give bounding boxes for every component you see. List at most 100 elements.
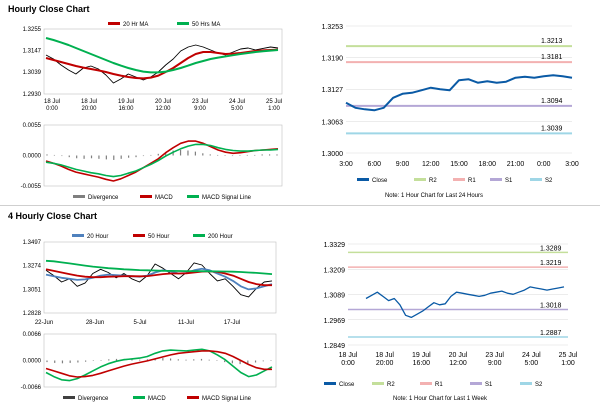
hourly-pivot-xtick: 6:00 — [367, 161, 381, 168]
four-hourly-macd-divergence-bar — [216, 360, 218, 361]
hourly-ma-series-line — [45, 48, 279, 80]
hourly-ma-ytick: 1.3039 — [23, 70, 42, 76]
four-hourly-macd-legend-divergence-label: Divergence — [78, 396, 109, 402]
hourly-macd-divergence-bar — [142, 155, 145, 157]
four-hourly-ma-legend-20-label: 20 Hour — [87, 234, 108, 240]
hourly-pivot-level-label: 1.3213 — [541, 38, 563, 45]
four-hourly-macd-series-line — [45, 348, 273, 382]
four-hourly-macd-legend-macd-swatch — [133, 396, 145, 399]
four-hourly-pivot-legend-s1-swatch — [470, 382, 482, 385]
four-hourly-macd-divergence-bar — [162, 358, 164, 361]
hourly-pivot-legend-r2-swatch — [414, 178, 426, 181]
hourly-ma-ytick: 1.3147 — [23, 49, 42, 55]
four-hourly-pivot-xtick: 1:00 — [561, 360, 575, 367]
hourly-pivot-level-label: 1.3094 — [541, 98, 563, 105]
hourly-macd-divergence-bar — [76, 155, 78, 159]
hourly-ma-series-line — [45, 37, 279, 74]
hourly-pivot-ytick: 1.3127 — [322, 87, 344, 94]
hourly-pivot-level-label: 1.3181 — [541, 54, 563, 61]
four-hourly-ma-ytick: 1.2828 — [23, 311, 42, 317]
four-hourly-pivot-level-label: 1.2887 — [540, 330, 562, 337]
four-hourly-pivot-level-label: 1.3289 — [540, 245, 562, 252]
four-hourly-macd-legend-macd-label: MACD — [148, 396, 166, 402]
four-hourly-ma-xtick: 28-Jun — [86, 320, 104, 326]
hourly-pivot-xtick: 21:00 — [507, 161, 525, 168]
hourly-ma-frame — [43, 28, 283, 95]
hourly-pivot-xtick: 9:00 — [396, 161, 410, 168]
four-hourly-ma-legend-20-swatch — [72, 234, 84, 237]
four-hourly-pivot-ytick: 1.2849 — [324, 343, 346, 350]
hourly-macd-divergence-bar — [150, 154, 152, 156]
hourly-macd-divergence-bar — [98, 155, 100, 159]
hourly-pivot-xtick: 3:00 — [565, 161, 579, 168]
hourly-macd-divergence-bar — [53, 154, 56, 156]
four-hourly-macd-legend-divergence-swatch — [63, 396, 75, 399]
four-hourly-macd-divergence-bar — [177, 359, 179, 361]
four-hourly-ma-frame — [43, 241, 277, 314]
four-hourly-macd-divergence-bar — [146, 359, 149, 361]
four-hourly-macd-divergence-bar — [224, 360, 226, 363]
four-hourly-macd-divergence-bar — [254, 360, 257, 363]
hourly-macd-ytick: -0.0055 — [21, 184, 42, 190]
four-hourly-pivot-legend-r1-label: R1 — [435, 382, 443, 388]
four-hourly-pivot-ytick: 1.2969 — [324, 318, 346, 325]
section-divider — [0, 205, 600, 206]
four-hourly-pivot-note: Note: 1 Hour Chart for Last 1 Week — [393, 396, 488, 402]
hourly-macd-divergence-bar — [179, 149, 182, 156]
hourly-pivot-ytick: 1.3253 — [322, 24, 344, 31]
four-hourly-section-title: 4 Hourly Close Chart — [8, 211, 98, 221]
hourly-macd-divergence-bar — [165, 152, 167, 156]
hourly-pivot-ytick: 1.3063 — [322, 119, 344, 126]
four-hourly-pivot-legend-close-swatch — [324, 382, 336, 385]
four-hourly-macd-divergence-bar — [239, 360, 241, 365]
hourly-ma-xtick: 9:00 — [194, 106, 206, 112]
four-hourly-macd-divergence-bar — [92, 360, 94, 361]
hourly-macd-divergence-bar — [231, 155, 234, 157]
four-hourly-pivot-level-label: 1.3219 — [540, 260, 562, 267]
four-hourly-ma-legend-50-label: 50 Hour — [148, 234, 169, 240]
four-hourly-macd-divergence-bar — [208, 359, 210, 361]
hourly-ma-ytick: 1.2930 — [23, 92, 42, 98]
four-hourly-pivot-legend-close-label: Close — [339, 382, 355, 388]
hourly-pivot-legend-s1-swatch — [490, 178, 502, 181]
four-hourly-pivot-xtick: 20 Jul — [449, 352, 468, 359]
hourly-ma-xtick: 5:00 — [231, 106, 243, 112]
hourly-pivot-legend-close-swatch — [357, 178, 369, 181]
hourly-ma-xtick: 18 Jul — [81, 99, 97, 105]
hourly-macd-legend-divergence-swatch — [73, 195, 85, 198]
hourly-macd-divergence-bar — [187, 150, 189, 156]
hourly-pivot-xtick: 12:00 — [422, 161, 440, 168]
four-hourly-macd-legend-signal-swatch — [187, 396, 199, 399]
hourly-macd-legend-divergence-label: Divergence — [88, 195, 119, 201]
four-hourly-macd-divergence-bar — [247, 360, 249, 364]
four-hourly-ma-legend-200-swatch — [193, 234, 205, 237]
four-hourly-ma-ytick: 1.3051 — [23, 287, 42, 293]
hourly-macd-legend-macd-label: MACD — [155, 195, 173, 201]
hourly-macd-divergence-bar — [261, 154, 263, 156]
four-hourly-ma-xtick: 22-Jun — [35, 320, 53, 326]
four-hourly-ma-series-line — [45, 262, 273, 298]
hourly-pivot-level-label: 1.3039 — [541, 125, 563, 132]
hourly-macd-divergence-bar — [105, 155, 107, 160]
hourly-macd-divergence-bar — [113, 155, 115, 160]
hourly-ma-xtick: 23 Jul — [192, 99, 208, 105]
hourly-ma-xtick: 0:00 — [46, 106, 58, 112]
four-hourly-pivot-xtick: 20:00 — [376, 360, 394, 367]
four-hourly-macd-divergence-bar — [54, 360, 56, 363]
hourly-pivot-ytick: 1.3000 — [322, 151, 344, 158]
hourly-macd-ytick: 0.0055 — [23, 123, 42, 129]
four-hourly-macd-divergence-bar — [46, 360, 48, 363]
four-hourly-macd-divergence-bar — [270, 360, 272, 361]
four-hourly-ma-xtick: 17-Jul — [224, 320, 240, 326]
hourly-macd-divergence-bar — [90, 155, 93, 159]
hourly-macd-divergence-bar — [194, 151, 196, 156]
hourly-macd-divergence-bar — [46, 154, 48, 156]
four-hourly-macd-divergence-bar — [115, 358, 118, 361]
hourly-macd-ytick: 0.0000 — [23, 154, 42, 160]
four-hourly-macd-divergence-bar — [61, 360, 64, 364]
four-hourly-pivot-xtick: 18 Jul — [375, 352, 394, 359]
four-hourly-macd-divergence-bar — [131, 359, 133, 361]
hourly-pivot-legend-r2-label: R2 — [429, 178, 437, 184]
hourly-pivot-close-line — [345, 74, 573, 112]
